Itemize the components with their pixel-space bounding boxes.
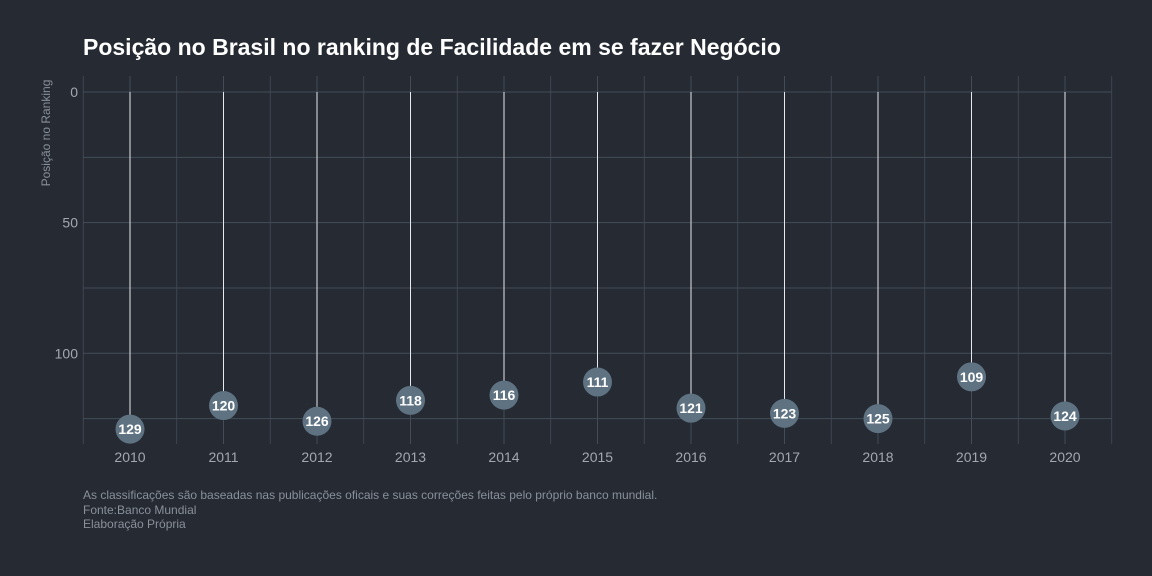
data-label: 111 — [587, 374, 609, 390]
y-tick-label: 0 — [70, 84, 78, 100]
data-point — [957, 362, 986, 392]
data-point — [1050, 401, 1080, 431]
data-label: 129 — [118, 421, 142, 437]
data-label: 126 — [305, 413, 329, 429]
data-label: 109 — [960, 369, 984, 385]
x-tick-label: 2020 — [1049, 449, 1080, 465]
data-label: 118 — [399, 392, 422, 408]
data-point — [209, 391, 238, 421]
x-tick-label: 2019 — [956, 449, 987, 465]
data-point — [770, 398, 799, 428]
x-tick-label: 2010 — [114, 449, 145, 465]
data-point — [396, 385, 425, 415]
caption-note: As classificações são baseadas nas publi… — [83, 488, 658, 502]
data-points — [115, 362, 1080, 444]
x-tick-label: 2011 — [208, 449, 238, 465]
y-tick-label: 100 — [55, 345, 79, 361]
x-tick-label: 2012 — [301, 449, 332, 465]
x-tick-label: 2015 — [582, 449, 613, 465]
x-tick-label: 2018 — [862, 449, 893, 465]
data-label: 123 — [773, 405, 797, 421]
data-label: 121 — [679, 400, 703, 416]
caption-source: Fonte:Banco Mundial — [83, 502, 197, 517]
x-tick-label: 2016 — [675, 449, 706, 465]
x-tick-label: 2013 — [395, 449, 426, 465]
caption-authorship: Elaboração Própria — [83, 517, 186, 531]
stems — [129, 92, 1066, 430]
x-tick-label: 2014 — [488, 449, 519, 465]
data-label: 124 — [1053, 408, 1077, 424]
x-tick-labels: 2010 2011 2012 2013 2014 2015 2016 2017 2018 2019… — [114, 449, 1080, 465]
data-point — [115, 414, 145, 444]
data-point — [489, 380, 519, 410]
caption: As classificações são baseadas nas publi… — [83, 488, 657, 532]
data-point — [676, 393, 706, 423]
y-tick-labels: 0 50 100 — [55, 84, 79, 361]
data-point — [302, 406, 332, 436]
chart-title: Posição no Brasil no ranking de Facilida… — [83, 34, 781, 60]
data-labels: 129 120 126 118 116 111 121 123 125 109 124 — [118, 369, 1077, 437]
data-point — [583, 367, 612, 397]
data-label: 120 — [212, 398, 236, 414]
x-tick-label: 2017 — [769, 449, 800, 465]
data-point — [863, 404, 893, 434]
data-label: 116 — [493, 387, 516, 403]
y-tick-label: 50 — [62, 215, 78, 231]
data-label: 125 — [866, 411, 890, 427]
